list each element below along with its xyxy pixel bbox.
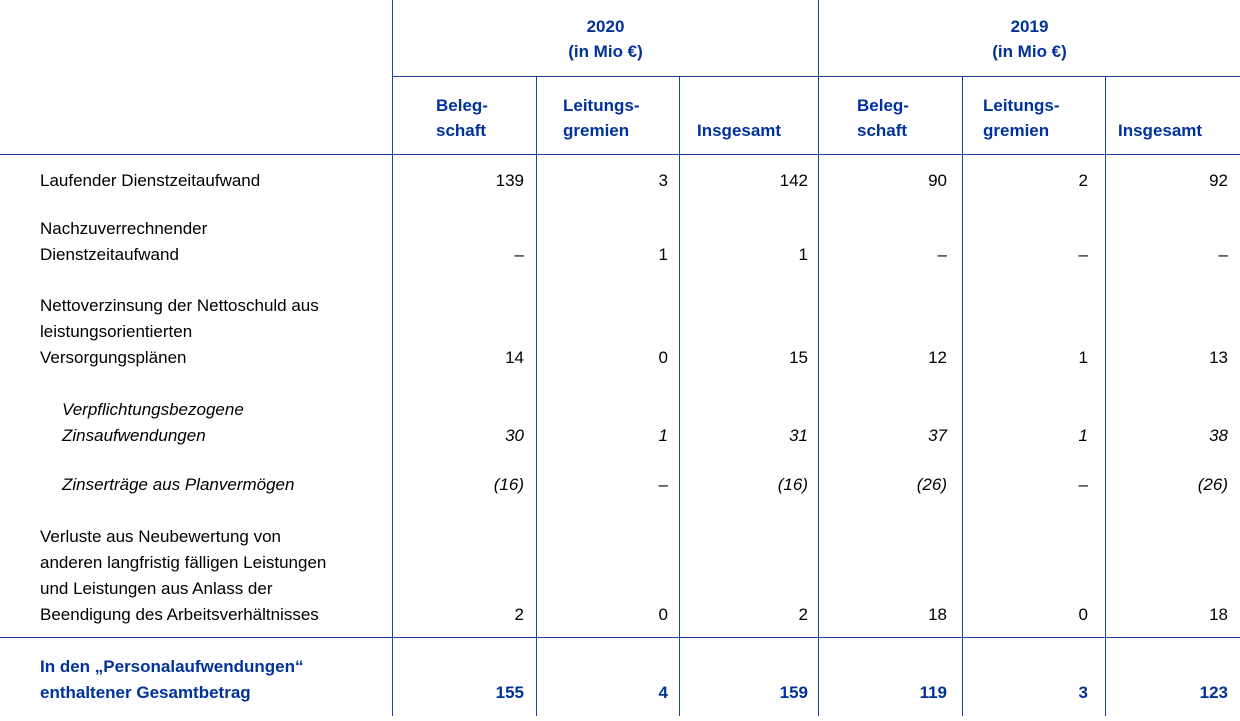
- cell: 31: [789, 426, 808, 445]
- cell: 2: [514, 605, 524, 624]
- cell: 15: [789, 348, 808, 367]
- total-cell: 159: [779, 683, 808, 702]
- year-header-2019: 2019 (in Mio €): [819, 14, 1240, 64]
- cell: 1: [658, 245, 668, 264]
- row-label-laufender-dienstzeitaufwand: Laufender Dienstzeitaufwand: [40, 171, 261, 190]
- cell: –: [1078, 245, 1088, 264]
- cell: –: [1078, 475, 1088, 494]
- cell: 1: [658, 426, 668, 445]
- col-header-belegschaft-2019: Beleg- schaft: [857, 96, 909, 140]
- total-cell: 119: [919, 683, 947, 702]
- col-divider-2020-a: [536, 76, 537, 716]
- cell: 30: [505, 426, 524, 445]
- cell: 1: [798, 245, 808, 264]
- total-top-rule: [0, 637, 1240, 638]
- cell: 18: [928, 605, 947, 624]
- cell: 12: [928, 348, 947, 367]
- year-2020: 2020: [586, 17, 625, 36]
- col-header-insgesamt-2019: Insgesamt: [1118, 121, 1203, 140]
- cell: 2: [1078, 171, 1088, 190]
- cell: 14: [505, 348, 524, 367]
- cell: (26): [1197, 475, 1228, 494]
- cell: –: [1218, 245, 1228, 264]
- total-cell: 155: [495, 683, 524, 702]
- cell: 0: [658, 348, 668, 367]
- cell: 142: [779, 171, 808, 190]
- total-cell: 123: [1199, 683, 1228, 702]
- cell: 0: [658, 605, 668, 624]
- row-label-verluste-aus-neubewertung: Verluste aus Neubewertung von anderen la…: [40, 527, 327, 624]
- cell: 3: [658, 171, 668, 190]
- total-cell: 3: [1078, 683, 1088, 702]
- row-label-nettoverzinsung: Nettoverzinsung der Nettoschuld aus leis…: [40, 296, 319, 367]
- cell: 38: [1209, 426, 1228, 445]
- col-divider-year: [818, 0, 819, 716]
- cell: (16): [493, 475, 524, 494]
- col-header-leitungsgremien-2019: Leitungs- gremien: [983, 96, 1060, 140]
- cell: –: [658, 475, 668, 494]
- cell: 1: [1078, 426, 1088, 445]
- cell: –: [937, 245, 947, 264]
- cell: (26): [916, 475, 947, 494]
- year-header-2020: 2020 (in Mio €): [393, 14, 818, 64]
- cell: –: [514, 245, 524, 264]
- col-divider-2020-b: [679, 76, 680, 716]
- col-header-belegschaft-2020: Beleg- schaft: [436, 96, 488, 140]
- total-row-label: In den „Personalaufwendungen“ enthaltene…: [40, 657, 304, 702]
- col-divider-2019-b: [1105, 76, 1106, 716]
- col-divider-label: [392, 0, 393, 716]
- unit-2020: (in Mio €): [568, 42, 643, 61]
- cell: 18: [1209, 605, 1228, 624]
- cell: 139: [495, 171, 524, 190]
- header-bottom-rule: [0, 154, 1240, 155]
- cell: 1: [1078, 348, 1088, 367]
- year-header-rule: [392, 76, 1240, 77]
- unit-2019: (in Mio €): [992, 42, 1067, 61]
- cell: 2: [798, 605, 808, 624]
- row-label-nachzuverrechnender-dienstzeitaufwand: Nachzuverrechnender Dienstzeitaufwand: [40, 219, 208, 264]
- cell: 13: [1209, 348, 1228, 367]
- row-label-zinsertraege-aus-planvermoegen: Zinserträge aus Planvermögen: [62, 475, 295, 494]
- col-divider-2019-a: [962, 76, 963, 716]
- col-header-insgesamt-2020: Insgesamt: [697, 121, 782, 140]
- col-header-leitungsgremien-2020: Leitungs- gremien: [563, 96, 640, 140]
- cell: 37: [928, 426, 947, 445]
- cell: 0: [1078, 605, 1088, 624]
- year-2019: 2019: [1010, 17, 1049, 36]
- cell: (16): [777, 475, 808, 494]
- total-cell: 4: [658, 683, 668, 702]
- cell: 90: [928, 171, 947, 190]
- row-label-verpflichtungsbezogene-zinsaufwendungen: Verpflichtungsbezogene Zinsaufwendungen: [62, 400, 244, 445]
- cell: 92: [1209, 171, 1228, 190]
